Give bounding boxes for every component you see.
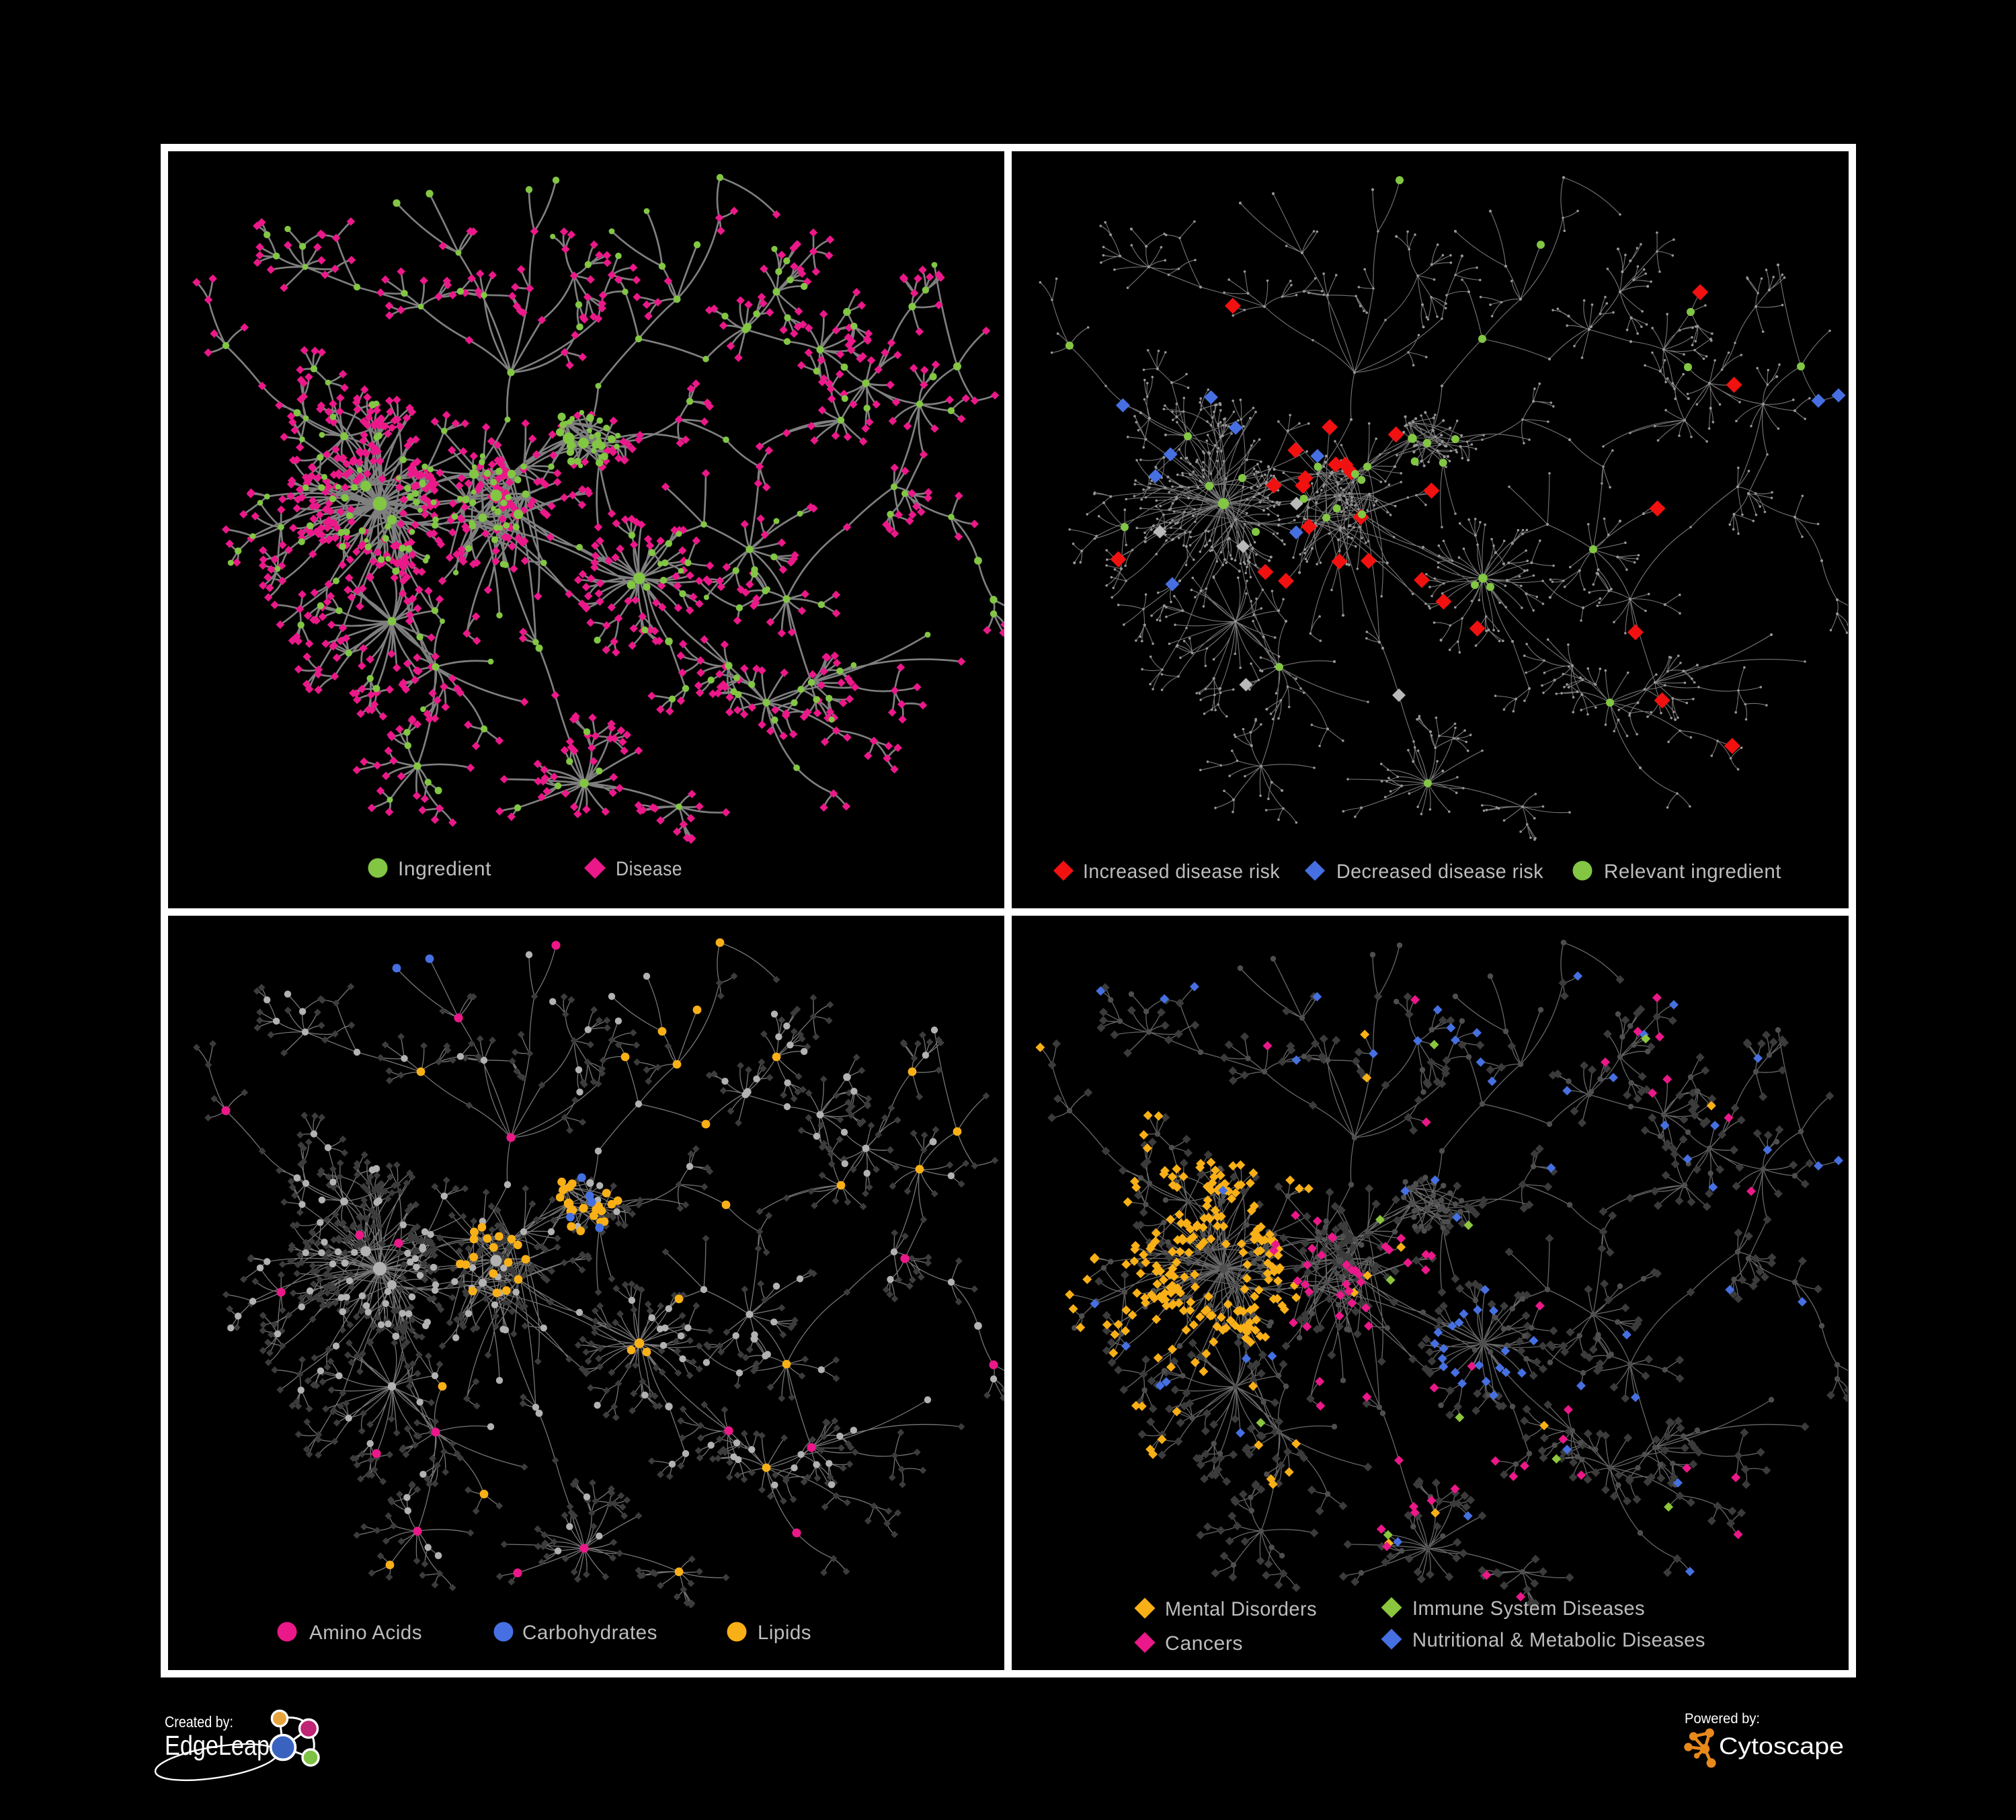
svg-text:Immune System Diseases: Immune System Diseases [1412,1597,1645,1620]
svg-text:Amino Acids: Amino Acids [309,1622,422,1644]
svg-text:Created by:: Created by: [165,1713,233,1731]
svg-text:Increased disease risk: Increased disease risk [1083,861,1280,883]
svg-text:Ingredient: Ingredient [398,858,491,880]
svg-text:Carbohydrates: Carbohydrates [522,1622,657,1644]
svg-text:Decreased disease risk: Decreased disease risk [1336,861,1543,883]
svg-text:Cytoscape: Cytoscape [1719,1733,1844,1759]
svg-text:Relevant ingredient: Relevant ingredient [1604,861,1781,883]
svg-text:Disease: Disease [616,858,682,880]
svg-text:Nutritional & Metabolic Diseas: Nutritional & Metabolic Diseases [1412,1629,1705,1651]
svg-text:Lipids: Lipids [758,1622,811,1644]
svg-text:Mental Disorders: Mental Disorders [1165,1598,1317,1620]
svg-text:EdgeLeap: EdgeLeap [165,1730,270,1761]
svg-text:Powered by:: Powered by: [1685,1711,1760,1727]
svg-text:Cancers: Cancers [1165,1632,1243,1655]
